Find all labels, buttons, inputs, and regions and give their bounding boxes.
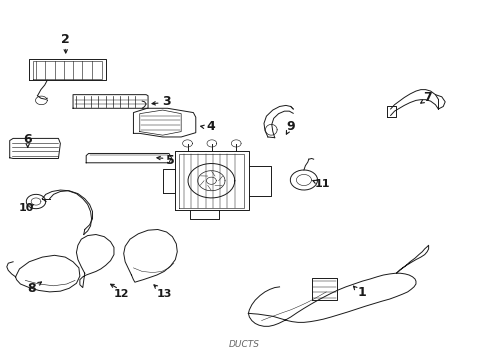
Text: 2: 2 bbox=[61, 32, 70, 46]
Text: 13: 13 bbox=[156, 289, 171, 299]
Text: 7: 7 bbox=[422, 91, 431, 104]
Text: 1: 1 bbox=[357, 287, 366, 300]
Text: 10: 10 bbox=[19, 203, 34, 213]
Text: 5: 5 bbox=[166, 154, 175, 167]
Text: 4: 4 bbox=[205, 121, 214, 134]
Text: 6: 6 bbox=[23, 133, 32, 146]
Text: 3: 3 bbox=[162, 95, 170, 108]
Text: 12: 12 bbox=[114, 289, 129, 299]
Text: 11: 11 bbox=[314, 179, 329, 189]
Text: DUCTS: DUCTS bbox=[228, 339, 260, 348]
Text: 8: 8 bbox=[27, 282, 36, 295]
Text: 9: 9 bbox=[286, 121, 294, 134]
